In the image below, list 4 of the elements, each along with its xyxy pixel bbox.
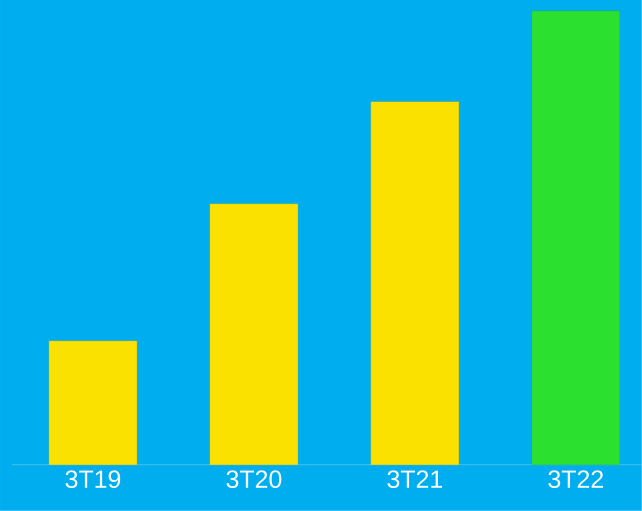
x-tick-label: 3T20: [226, 470, 282, 488]
x-tick-label: 3T22: [548, 470, 603, 488]
x-tick-label: 3T19: [66, 470, 120, 488]
x-tick-label: 3T21: [387, 470, 442, 488]
